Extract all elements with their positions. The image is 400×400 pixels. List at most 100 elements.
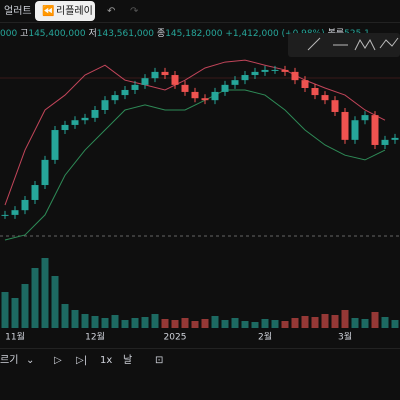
divider <box>0 348 400 349</box>
candle <box>131 84 139 90</box>
chevron[interactable]: ⌄ <box>26 355 34 366</box>
candle <box>21 199 29 211</box>
divider <box>0 22 400 23</box>
stop[interactable]: ⊡ <box>155 355 163 366</box>
candle <box>111 95 119 101</box>
jump-button[interactable]: 르기 <box>0 354 18 366</box>
play[interactable]: ▷ <box>54 355 62 366</box>
candle <box>81 117 89 121</box>
volume-bar <box>101 318 109 328</box>
volume-bar <box>41 258 49 328</box>
x-axis-label: 11월 <box>5 331 25 343</box>
volume-bar <box>321 314 329 328</box>
pattern-tool[interactable] <box>354 38 376 51</box>
trend-tool[interactable] <box>307 37 321 51</box>
x-axis-label: 2월 <box>258 331 272 343</box>
volume-bar <box>31 268 39 328</box>
replay-button[interactable] <box>35 1 95 21</box>
candle <box>91 110 99 118</box>
plot: 11월 12월 2025 2월 3월 <box>1 59 399 343</box>
candle <box>141 78 149 85</box>
candle <box>101 100 109 110</box>
volume-bar <box>21 284 29 328</box>
candle <box>251 71 259 76</box>
candle <box>201 98 209 101</box>
volume-bar <box>251 322 259 328</box>
candle <box>61 124 69 131</box>
volume-bar <box>81 314 89 328</box>
volume-bar <box>231 318 239 328</box>
candle <box>161 71 169 76</box>
candle <box>31 185 39 200</box>
volume-bar <box>331 315 339 328</box>
speed[interactable]: 1x <box>100 355 112 366</box>
volume-bar <box>351 318 359 328</box>
volume-bar <box>61 304 69 328</box>
candle <box>221 84 229 92</box>
volume-bar <box>1 292 9 328</box>
volume-bar <box>281 321 289 328</box>
candle <box>231 80 239 85</box>
volume-bar <box>241 321 249 328</box>
candle <box>351 120 359 140</box>
candle <box>151 71 159 79</box>
candle <box>311 88 319 96</box>
x-axis-label: 2025 <box>164 333 187 343</box>
volume-bar <box>341 310 349 328</box>
volume-bar <box>51 276 59 328</box>
candle <box>281 69 289 72</box>
candle <box>371 115 379 145</box>
wave-tool[interactable] <box>379 37 399 49</box>
volume-bar <box>171 320 179 328</box>
candle <box>341 111 349 140</box>
step[interactable]: ▷| <box>76 355 87 366</box>
volume-bar <box>141 317 149 328</box>
candle <box>171 75 179 85</box>
volume-bar <box>191 321 199 328</box>
low: 143,561,000 <box>97 29 155 39</box>
close-label: 종 <box>157 28 165 39</box>
candle <box>51 130 59 160</box>
candle <box>301 80 309 88</box>
candle <box>41 159 49 186</box>
candle <box>1 214 9 216</box>
upper-band <box>4 59 386 206</box>
volume-bar <box>221 320 229 328</box>
alert-button[interactable]: 얼러트 <box>4 5 32 17</box>
interval[interactable]: 날 <box>123 354 132 366</box>
undo[interactable]: ↶ <box>107 6 115 17</box>
candle <box>331 100 339 112</box>
candle <box>71 120 79 125</box>
candle <box>271 69 279 71</box>
replay-label: 리플레이 <box>56 5 93 17</box>
volume-bar <box>201 319 209 328</box>
candle <box>391 137 399 140</box>
candle <box>191 91 199 99</box>
candle <box>11 210 19 215</box>
volume-bar <box>111 315 119 328</box>
drawing-tools <box>307 37 399 51</box>
volume-bar <box>161 319 169 328</box>
volume-bar <box>291 318 299 328</box>
volume-bar <box>261 319 269 328</box>
volume-bar <box>361 319 369 328</box>
open-label: 고 <box>20 29 28 39</box>
volume-bar <box>151 314 159 328</box>
prefix: 000 <box>0 29 17 39</box>
x-axis-label: 3월 <box>338 331 352 343</box>
volume-bar <box>121 320 129 328</box>
open: 145,400,000 <box>28 29 86 39</box>
volume-bar <box>91 316 99 328</box>
volume-bar <box>381 317 389 328</box>
volume-bar <box>131 318 139 328</box>
low-label: 저 <box>88 28 96 39</box>
redo[interactable]: ↷ <box>130 6 139 17</box>
volume-bar <box>371 312 379 328</box>
volume-bar <box>391 320 399 328</box>
volume-bar <box>11 298 19 328</box>
candle <box>361 115 369 121</box>
candle <box>261 69 269 72</box>
volume-bar <box>311 317 319 328</box>
candle <box>181 84 189 92</box>
